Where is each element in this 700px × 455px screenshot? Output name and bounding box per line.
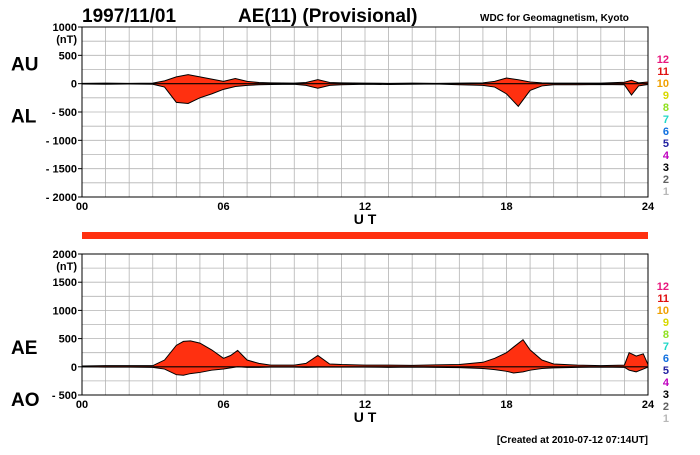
y-tick-label: 0 [71,362,77,374]
station-count-4: 4 [663,150,670,162]
station-count-10: 10 [657,305,669,317]
series-line-ae [81,339,649,367]
y-tick-label: 1000 [53,22,77,34]
y-tick-label: - 500 [52,107,77,119]
station-count-9: 9 [663,317,669,329]
station-count-7: 7 [663,341,669,353]
station-count-2: 2 [663,401,669,413]
x-tick-label: 00 [76,201,88,213]
station-count-3: 3 [663,389,669,401]
plot-frame [81,253,649,396]
x-tick-label: 18 [500,201,512,213]
x-tick-label: 24 [642,399,655,411]
filled-area-au-al [82,74,648,107]
panel-label-al: AL [11,107,37,128]
y-tick-label: - 2000 [46,192,77,204]
y-axis-unit: (nT) [56,34,77,46]
station-count-12: 12 [657,54,669,66]
panel-label-au: AU [11,55,38,76]
x-axis-label: U T [354,409,377,425]
station-count-1: 1 [663,413,669,425]
y-tick-label: - 500 [52,390,77,402]
station-count-12: 12 [657,281,669,293]
y-tick-label: - 1500 [46,164,77,176]
station-count-5: 5 [663,365,669,377]
data-coverage-strip [82,232,648,239]
y-axis-unit: (nT) [56,261,77,273]
y-tick-label: 1000 [53,305,77,317]
y-tick-label: 500 [59,334,77,346]
x-tick-label: 24 [642,201,655,213]
station-count-8: 8 [663,329,669,341]
station-count-8: 8 [663,102,669,114]
y-tick-label: 0 [71,79,77,91]
plot-date: 1997/11/01 [82,6,176,27]
station-count-10: 10 [657,78,669,90]
x-tick-label: 18 [500,399,512,411]
data-source: WDC for Geomagnetism, Kyoto [480,13,629,24]
x-tick-label: 12 [359,399,371,411]
x-tick-label: 06 [217,201,229,213]
panel-label-ae: AE [11,338,37,359]
y-tick-label: 500 [59,50,77,62]
station-count-6: 6 [663,353,669,365]
plot-title: AE(11) (Provisional) [238,6,418,27]
x-tick-label: 06 [217,399,229,411]
created-timestamp: [Created at 2010-07-12 07:14UT] [497,435,648,446]
station-count-5: 5 [663,138,669,150]
station-count-7: 7 [663,114,669,126]
station-count-11: 11 [657,293,669,305]
x-axis-label: U T [354,211,377,227]
series-line-al [81,83,649,108]
station-count-2: 2 [663,174,669,186]
station-count-6: 6 [663,126,669,138]
station-count-11: 11 [657,66,669,78]
station-count-1: 1 [663,186,669,198]
y-tick-label: 2000 [53,249,77,261]
y-tick-label: - 1000 [46,135,77,147]
y-tick-label: 1500 [53,277,77,289]
station-count-9: 9 [663,90,669,102]
x-tick-label: 00 [76,399,88,411]
station-count-3: 3 [663,162,669,174]
x-tick-label: 12 [359,201,371,213]
station-count-4: 4 [663,377,670,389]
panel-label-ao: AO [11,390,40,411]
